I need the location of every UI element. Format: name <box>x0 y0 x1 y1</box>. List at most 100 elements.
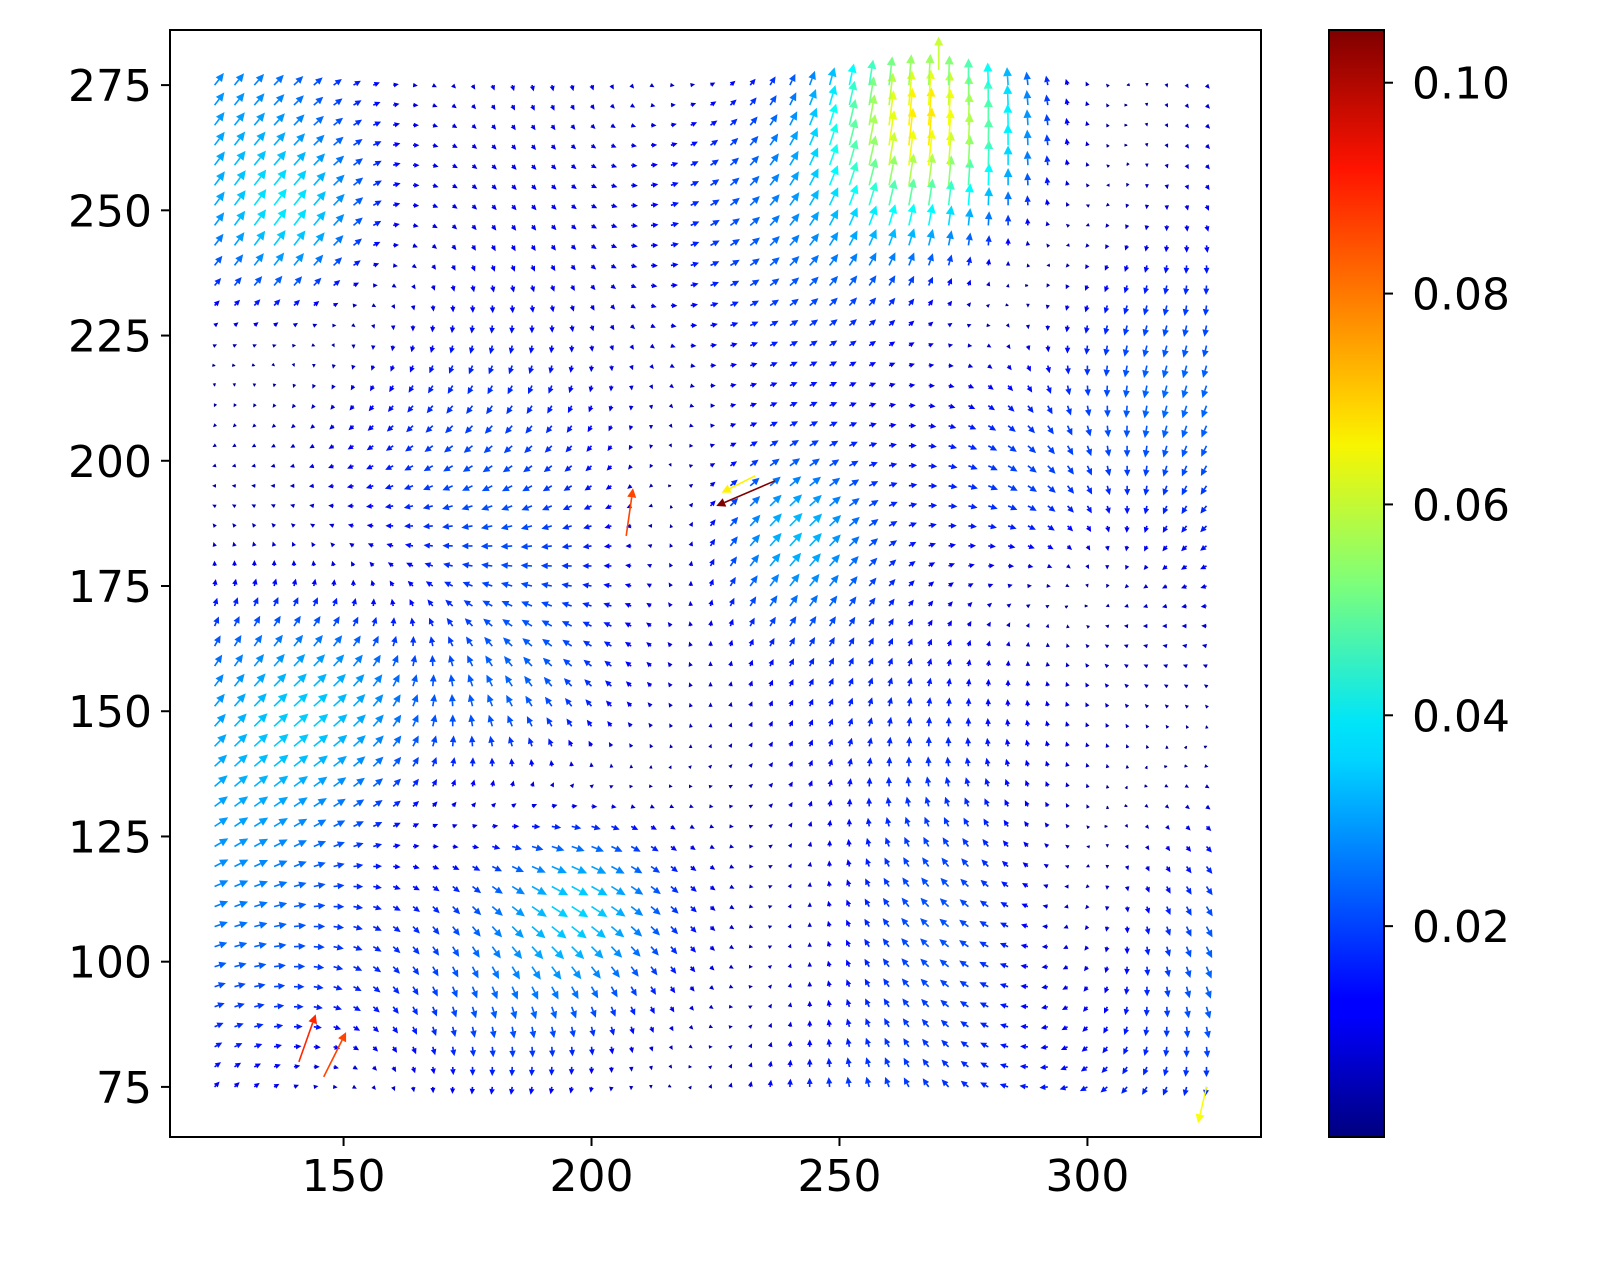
arrow-shaft <box>631 867 636 870</box>
vector-arrow <box>274 693 287 706</box>
arrow-shaft <box>412 604 413 606</box>
vector-arrow <box>710 101 716 106</box>
vector-arrow <box>334 965 344 971</box>
arrow-head <box>748 1043 752 1048</box>
vector-arrow <box>491 105 496 111</box>
arrow-shaft <box>549 703 552 707</box>
vector-arrow <box>411 674 418 686</box>
vector-arrow <box>711 140 719 146</box>
arrow-head <box>318 862 326 869</box>
arrow-head <box>668 602 673 607</box>
vector-arrow <box>750 460 758 467</box>
arrow-head <box>510 1011 517 1019</box>
vector-arrow <box>649 384 653 389</box>
arrow-head <box>276 1044 282 1049</box>
vector-arrow <box>691 201 700 207</box>
vector-arrow <box>233 322 238 327</box>
arrow-head <box>632 163 638 168</box>
vector-arrow <box>849 536 859 546</box>
vector-arrow <box>373 655 380 666</box>
vector-arrow <box>563 505 572 511</box>
vector-arrow <box>649 1066 653 1071</box>
arrow-shaft <box>750 602 752 606</box>
vector-arrow <box>314 903 326 910</box>
arrow-head <box>337 756 347 765</box>
arrow-head <box>689 1065 693 1068</box>
arrow-shaft <box>393 681 396 686</box>
arrow-shaft <box>611 446 612 447</box>
vector-arrow <box>807 982 812 987</box>
vector-arrow <box>412 757 418 766</box>
vector-arrow <box>393 243 399 248</box>
arrow-shaft <box>393 947 395 949</box>
vector-arrow <box>351 561 355 566</box>
vector-arrow <box>404 523 413 529</box>
vector-arrow <box>750 534 760 546</box>
vector-arrow <box>689 785 693 789</box>
arrow-head <box>276 253 285 262</box>
arrow-head <box>709 1025 713 1029</box>
arrow-head <box>650 464 654 468</box>
vector-arrow <box>750 258 760 265</box>
vector-arrow <box>413 123 419 128</box>
vector-arrow <box>510 781 515 787</box>
arrow-shaft <box>393 185 395 186</box>
arrow-head <box>631 804 636 808</box>
arrow-head <box>609 785 613 789</box>
vector-arrow <box>452 143 458 148</box>
arrow-head <box>521 562 528 569</box>
arrow-shaft <box>274 584 275 586</box>
arrow-head <box>318 923 325 930</box>
vector-arrow <box>385 504 393 510</box>
vector-arrow <box>501 582 512 589</box>
vector-arrow <box>770 153 779 165</box>
arrow-shaft <box>254 1086 255 1087</box>
arrow-head <box>527 407 533 414</box>
arrow-shaft <box>671 245 673 246</box>
vector-arrow <box>215 796 228 806</box>
vector-arrow <box>788 983 792 988</box>
vector-arrow <box>473 865 481 871</box>
arrow-head <box>279 881 288 888</box>
vector-arrow <box>690 83 695 87</box>
arrow-shaft <box>810 116 814 125</box>
arrow-head <box>330 542 335 547</box>
arrow-head <box>569 1088 574 1094</box>
vector-arrow <box>524 676 532 686</box>
arrow-head <box>653 243 659 248</box>
vector-arrow <box>790 574 800 586</box>
arrow-head <box>542 639 550 646</box>
vector-arrow <box>412 987 418 996</box>
vector-arrow <box>544 677 552 686</box>
arrow-head <box>768 905 772 909</box>
arrow-shaft <box>492 847 494 848</box>
arrow-shaft <box>294 641 298 646</box>
arrow-head <box>847 798 853 804</box>
vector-arrow <box>830 596 838 607</box>
vector-arrow <box>848 657 854 666</box>
arrow-shaft <box>730 603 731 606</box>
arrow-shaft <box>254 100 259 105</box>
arrow-head <box>328 484 333 489</box>
arrow-head <box>472 144 478 149</box>
arrow-shaft <box>393 1007 395 1009</box>
vector-arrow <box>354 986 362 992</box>
arrow-shaft <box>294 700 301 707</box>
vector-arrow <box>410 346 415 353</box>
arrow-head <box>561 563 568 569</box>
vector-arrow <box>790 320 799 326</box>
arrow-head <box>852 498 860 505</box>
vector-arrow <box>235 962 247 969</box>
vector-arrow <box>491 245 496 251</box>
arrow-head <box>827 1019 832 1025</box>
arrow-head <box>549 1050 555 1057</box>
arrow-shaft <box>334 700 341 706</box>
arrow-shaft <box>572 907 581 913</box>
vector-arrow <box>530 286 535 293</box>
arrow-shaft <box>750 502 754 506</box>
arrow-head <box>411 674 418 682</box>
arrow-shaft <box>530 722 532 726</box>
arrow-shaft <box>294 238 300 246</box>
arrow-shaft <box>849 1064 850 1067</box>
arrow-shaft <box>235 1066 237 1067</box>
